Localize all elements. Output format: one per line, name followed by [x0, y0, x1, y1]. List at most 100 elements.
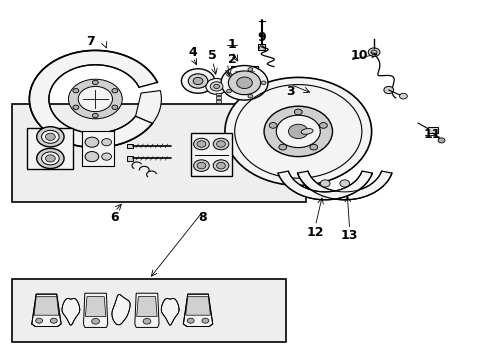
Circle shape — [383, 86, 393, 94]
Polygon shape — [29, 50, 157, 148]
Polygon shape — [277, 171, 372, 200]
Bar — [190, 133, 232, 176]
Circle shape — [112, 105, 118, 109]
Circle shape — [213, 138, 228, 150]
Circle shape — [197, 141, 205, 147]
Circle shape — [213, 160, 228, 171]
Circle shape — [143, 318, 151, 324]
Circle shape — [216, 162, 225, 169]
Text: 13: 13 — [340, 229, 358, 242]
Circle shape — [399, 93, 407, 99]
Circle shape — [228, 71, 260, 95]
Circle shape — [36, 318, 42, 323]
Circle shape — [73, 105, 79, 109]
Ellipse shape — [301, 129, 312, 134]
Circle shape — [278, 144, 286, 150]
Polygon shape — [135, 91, 161, 123]
Circle shape — [45, 133, 55, 140]
Circle shape — [37, 127, 64, 147]
Circle shape — [92, 113, 98, 118]
Circle shape — [226, 73, 231, 76]
Polygon shape — [32, 294, 61, 327]
Polygon shape — [297, 171, 391, 200]
Circle shape — [85, 137, 99, 147]
Bar — [127, 156, 133, 161]
Circle shape — [370, 50, 376, 54]
Circle shape — [294, 109, 302, 115]
Bar — [216, 96, 221, 99]
Polygon shape — [137, 297, 157, 316]
Circle shape — [41, 152, 59, 165]
Text: 1: 1 — [227, 39, 236, 51]
Circle shape — [193, 160, 209, 171]
Polygon shape — [161, 298, 179, 325]
Circle shape — [210, 82, 223, 91]
Circle shape — [85, 152, 99, 162]
Circle shape — [102, 139, 111, 146]
Circle shape — [269, 122, 277, 128]
Text: 4: 4 — [188, 46, 197, 59]
Polygon shape — [135, 293, 159, 328]
Circle shape — [37, 148, 64, 168]
Bar — [230, 66, 257, 76]
Bar — [12, 104, 305, 202]
Circle shape — [73, 89, 79, 93]
Circle shape — [276, 115, 320, 148]
Text: 2: 2 — [227, 53, 236, 66]
Circle shape — [41, 130, 59, 143]
Polygon shape — [62, 298, 80, 325]
Circle shape — [320, 180, 329, 187]
Circle shape — [78, 86, 112, 112]
Polygon shape — [112, 294, 130, 325]
Text: 9: 9 — [257, 31, 265, 44]
Circle shape — [181, 69, 214, 93]
Circle shape — [68, 79, 122, 119]
Circle shape — [247, 94, 252, 98]
Polygon shape — [34, 297, 59, 315]
Circle shape — [92, 318, 100, 324]
Circle shape — [221, 66, 267, 100]
Bar — [216, 93, 221, 95]
Circle shape — [339, 180, 349, 187]
Polygon shape — [83, 293, 107, 328]
Bar — [127, 144, 133, 148]
Circle shape — [261, 81, 265, 85]
Text: 7: 7 — [86, 35, 95, 48]
Text: 12: 12 — [306, 226, 324, 239]
Text: 8: 8 — [198, 211, 207, 224]
Text: 5: 5 — [208, 49, 217, 62]
Circle shape — [202, 318, 208, 323]
Circle shape — [188, 74, 207, 88]
Circle shape — [288, 124, 307, 139]
Text: 11: 11 — [423, 129, 441, 141]
Bar — [427, 127, 437, 133]
Circle shape — [264, 106, 332, 157]
Circle shape — [213, 84, 219, 89]
Circle shape — [437, 138, 444, 143]
Circle shape — [205, 78, 227, 94]
Polygon shape — [183, 294, 212, 327]
Circle shape — [193, 138, 209, 150]
Text: 3: 3 — [286, 85, 295, 98]
Circle shape — [193, 77, 203, 85]
Text: 6: 6 — [110, 211, 119, 224]
Bar — [216, 100, 221, 103]
Circle shape — [45, 155, 55, 162]
Circle shape — [50, 318, 57, 323]
Circle shape — [92, 80, 98, 85]
Bar — [82, 131, 114, 166]
Circle shape — [247, 68, 252, 71]
Circle shape — [102, 153, 111, 160]
Bar — [27, 128, 73, 169]
Circle shape — [197, 162, 205, 169]
Circle shape — [224, 77, 371, 185]
Circle shape — [309, 144, 317, 150]
Circle shape — [187, 318, 194, 323]
Circle shape — [216, 141, 225, 147]
Bar — [12, 279, 285, 342]
Circle shape — [236, 77, 252, 89]
Circle shape — [367, 48, 379, 57]
Polygon shape — [85, 297, 105, 316]
Circle shape — [112, 89, 118, 93]
Text: 10: 10 — [350, 49, 367, 62]
